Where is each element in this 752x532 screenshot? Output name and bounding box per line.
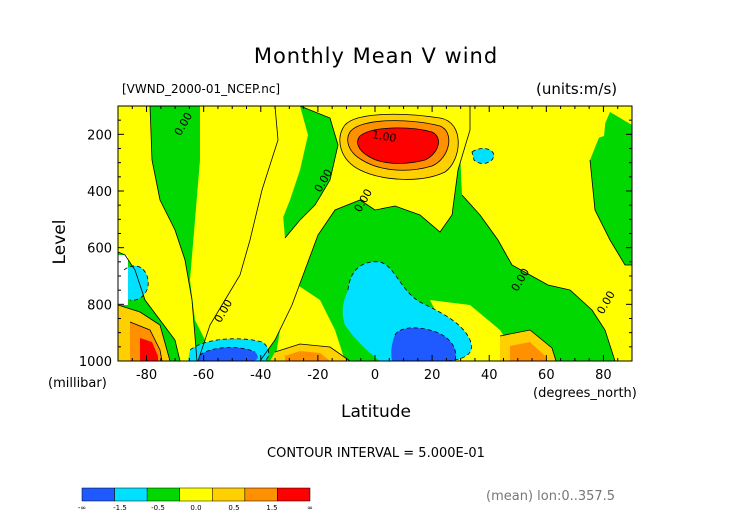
x-tick-label: 40 (481, 368, 498, 383)
axis-ticks (117, 105, 633, 362)
y-tick-label: 200 (87, 128, 112, 143)
field-darkorange-s (285, 351, 330, 361)
colorbar-label: -1.5 (113, 504, 127, 512)
x-tick-label: 60 (538, 368, 555, 383)
colorbar-label: 0.0 (190, 504, 201, 512)
contour-line (149, 106, 198, 361)
x-tick-label: -20 (307, 368, 328, 383)
contour-line (274, 343, 351, 361)
contour-line (129, 321, 163, 361)
colorbar-swatch (212, 487, 246, 502)
colorbar-swatch (146, 487, 180, 502)
y-tick-label: 1000 (79, 355, 112, 370)
footnote: (mean) lon:0..357.5 (486, 489, 616, 504)
contour-line (499, 329, 557, 361)
contour-line-dashed (199, 347, 256, 356)
x-tick-label: 80 (595, 368, 612, 383)
colorbar-label: 1.5 (266, 504, 277, 512)
colorbar-swatch (81, 487, 115, 502)
chart-title: Monthly Mean V wind (253, 44, 499, 68)
axis-tick-labels: -80 -60 -40 -20 0 20 40 60 80 200 400 600 800 1000 (79, 128, 612, 383)
x-tick-label: -80 (136, 368, 157, 383)
contour-line-dashed (123, 265, 149, 301)
contour-interval: CONTOUR INTERVAL = 5.000E-01 (267, 446, 485, 461)
y-tick-label: 600 (87, 242, 112, 257)
contour-lines-negative (123, 148, 495, 361)
contour-label: 1.00 (371, 128, 397, 145)
colorbar-label: -0.5 (151, 504, 165, 512)
field-darkorange-e (510, 342, 546, 361)
colorbar-label: -∞ (78, 504, 86, 512)
contour-field (118, 106, 632, 361)
contour-line (347, 120, 450, 171)
contour-line (357, 127, 439, 164)
x-axis-label: Latitude (0, 402, 752, 422)
field-cyan-ne (472, 148, 494, 164)
contour-line (589, 159, 632, 266)
colorbar-swatch (244, 487, 278, 502)
y-tick-label: 800 (87, 298, 112, 313)
contour-line (259, 106, 471, 361)
field-blue-center (391, 327, 456, 361)
colorbar-swatch (114, 487, 148, 502)
x-axis-label-text: Latitude (341, 402, 411, 422)
y-axis-unit: (millibar) (48, 376, 107, 391)
x-tick-label: -40 (250, 368, 271, 383)
x-tick-label: 0 (371, 368, 379, 383)
field-yellow-west (118, 106, 197, 361)
colorbar-swatch (179, 487, 213, 502)
colorbar: -∞ -1.5 -0.5 0.0 0.5 1.5 ∞ (78, 487, 313, 512)
field-red-top (357, 127, 439, 164)
contour-line-dashed (394, 327, 457, 361)
x-tick-label: -60 (193, 368, 214, 383)
contour-line (284, 106, 339, 239)
field-blue-sw (198, 347, 258, 361)
contour-line-dashed (471, 148, 495, 164)
y-tick-label: 400 (87, 185, 112, 200)
contour-line-dashed (347, 261, 472, 361)
units-label: (units:m/s) (536, 80, 618, 98)
contour-line (118, 304, 171, 361)
field-yellow-mid (190, 106, 308, 340)
field-missing (118, 255, 128, 305)
field-yellow-ne (590, 116, 606, 140)
contour-line (339, 113, 459, 180)
contour-lines (118, 106, 632, 361)
file-label: [VWND_2000-01_NCEP.nc] (122, 82, 281, 96)
colorbar-label: 0.5 (228, 504, 239, 512)
contour-line (461, 194, 616, 361)
field-yellow-low (275, 280, 345, 361)
colorbar-swatch (277, 487, 311, 502)
x-axis-unit: (degrees_north) (533, 386, 637, 401)
contour-line (118, 251, 181, 361)
y-axis-label: Level (50, 219, 70, 265)
field-cyan-w (122, 265, 149, 301)
contour-line-dashed (189, 338, 270, 361)
x-tick-label: 20 (424, 368, 441, 383)
contour-line (197, 106, 279, 361)
field-red-sw (140, 338, 158, 361)
field-yellow-east (455, 106, 632, 361)
colorbar-label: ∞ (307, 504, 313, 512)
